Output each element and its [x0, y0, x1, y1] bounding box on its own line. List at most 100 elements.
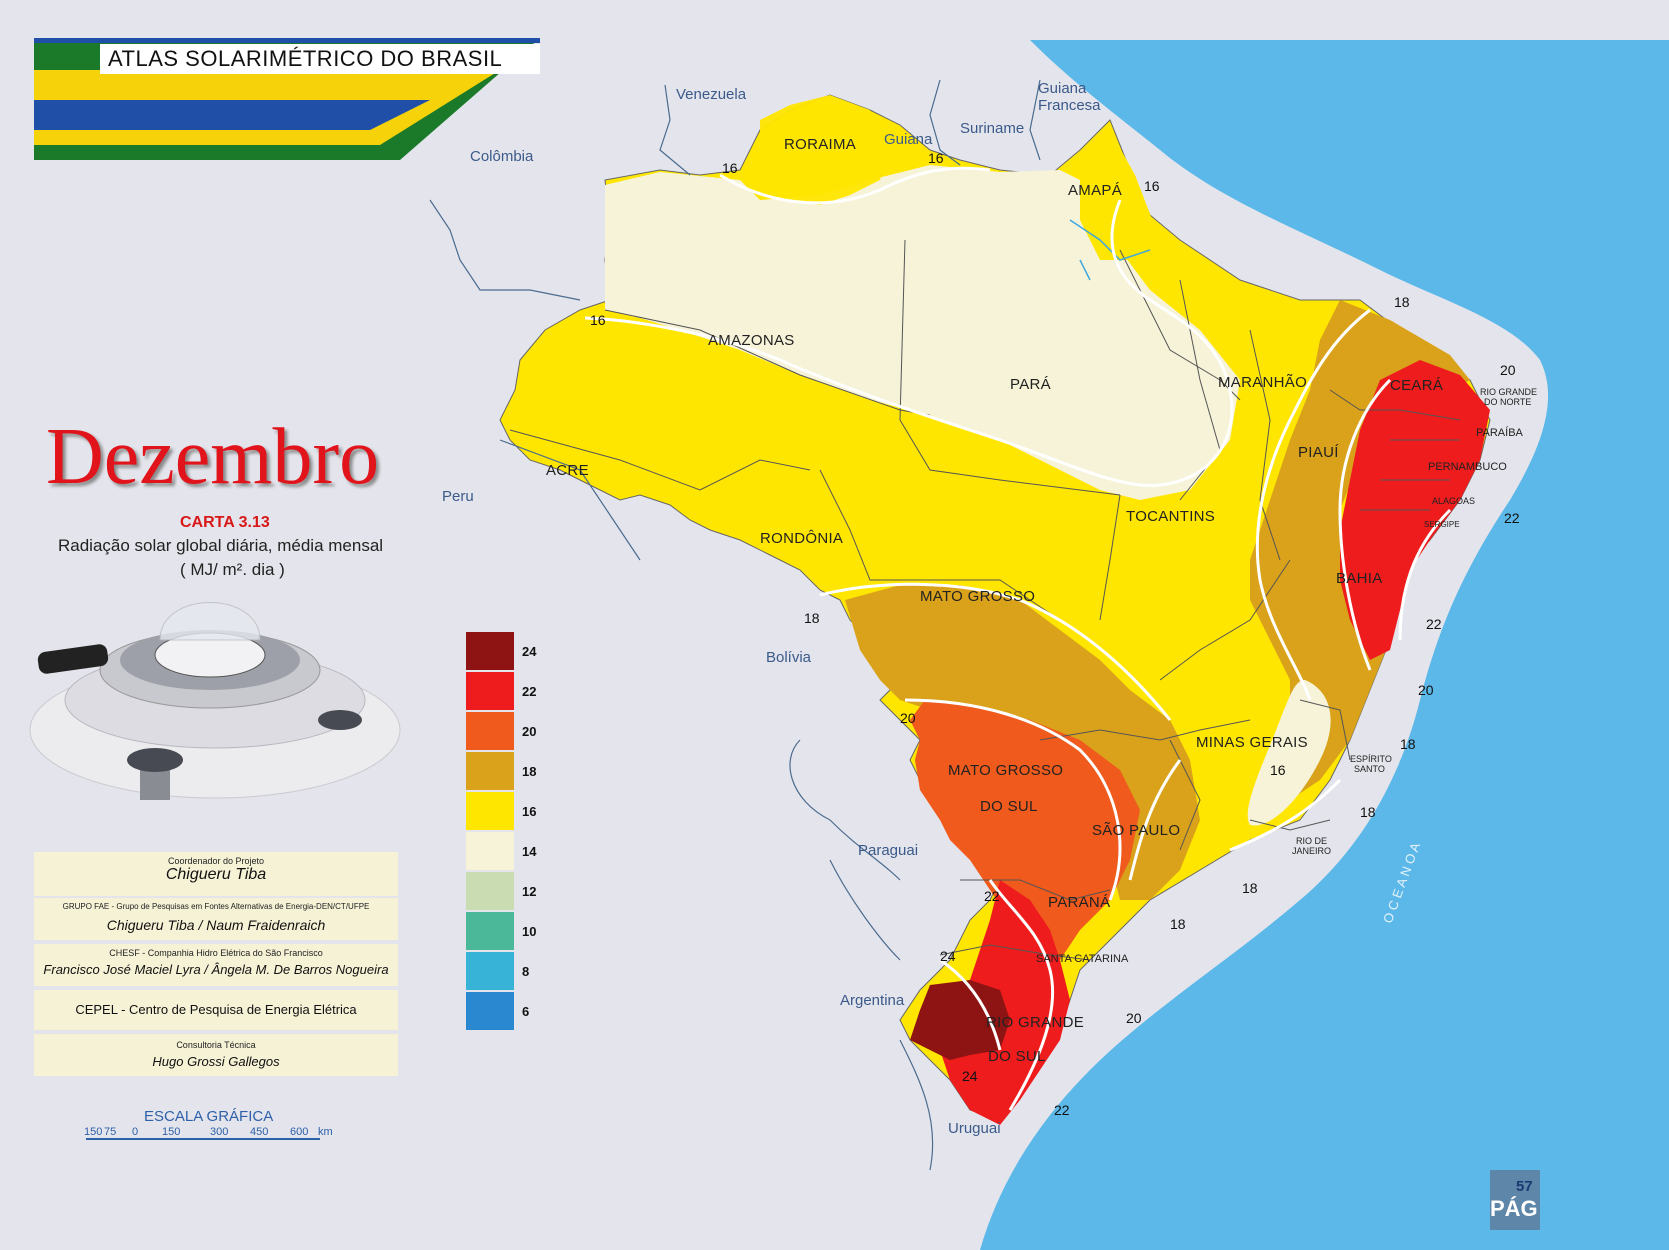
scale-tick-label: 600: [290, 1126, 309, 1138]
credit-fae-names: Chigueru Tiba / Naum Fraidenraich: [106, 917, 326, 933]
isoline-18-sp: [1128, 759, 1182, 881]
credit-coordinator-label: Coordenador do Projeto: [167, 856, 265, 866]
label-paraguai: Paraguai: [858, 842, 919, 859]
legend-swatch: [466, 992, 514, 1030]
zone-16-amapa: [1080, 130, 1160, 260]
legend-swatch: [466, 792, 514, 830]
label-piaui: PIAUÍ: [1298, 444, 1339, 461]
credit-consultant-label: Consultoria Técnica: [176, 1040, 256, 1050]
isoline-18-ne: [1255, 308, 1371, 701]
iso-label: 22: [984, 888, 1000, 904]
header-title-bg: [100, 44, 540, 74]
label-rj-1: RIO DE: [1296, 836, 1328, 846]
label-sergipe: SERGIPE: [1424, 520, 1460, 529]
legend-swatch: [466, 872, 514, 910]
legend-swatch: [466, 912, 514, 950]
scale-tick-label: 150: [162, 1126, 181, 1138]
label-santa-catarina: SANTA CATARINA: [1036, 953, 1129, 965]
legend-swatch: [466, 712, 514, 750]
legend-swatch: [466, 672, 514, 710]
label-colombia: Colômbia: [470, 148, 534, 165]
credit-fae-label: GRUPO FAE - Grupo de Pesquisas em Fontes…: [62, 902, 370, 911]
credit-chesf: CHESF - Companhia Hidro Elétrica do São …: [34, 944, 398, 986]
zone-18-northeast: [1250, 300, 1470, 800]
label-mato-grosso: MATO GROSSO: [920, 588, 1036, 605]
isoline-16-amazon: [584, 199, 1234, 488]
header-title: ATLAS SOLARIMÉTRICO DO BRASIL: [108, 46, 503, 71]
iso-label: 16: [1144, 178, 1160, 194]
scale-tick-label: 150: [84, 1126, 103, 1138]
iso-label: 20: [1500, 362, 1516, 378]
isoline-22-s: [988, 879, 1055, 1111]
isoline-18-cw: [819, 582, 1172, 721]
legend-value: 24: [522, 644, 537, 659]
iso-label: 18: [804, 610, 820, 626]
month-title: Dezembro: [46, 413, 380, 501]
iso-label: 20: [1418, 682, 1434, 698]
scale-bar: [86, 1134, 320, 1140]
chart-code: CARTA 3.13: [180, 514, 270, 531]
label-rn-1: RIO GRANDE: [1480, 387, 1538, 397]
legend-swatch: [466, 952, 514, 990]
label-suriname: Suriname: [960, 120, 1025, 137]
iso-label: 16: [590, 312, 606, 328]
chart-subtitle-line1: Radiação solar global diária, média mens…: [58, 536, 384, 555]
isoline-18-se: [1229, 778, 1342, 852]
label-amazonas: AMAZONAS: [708, 332, 795, 349]
atlantic-ocean: [980, 40, 1669, 1250]
isolines: [584, 166, 1452, 1111]
credit-consultant: Consultoria Técnica Hugo Grossi Gallegos: [34, 1034, 398, 1076]
label-maranhao: MARANHÃO: [1218, 374, 1308, 391]
label-bahia: BAHIA: [1336, 570, 1383, 587]
label-ms-2: DO SUL: [980, 798, 1038, 815]
label-es-1: ESPÍRITO: [1350, 754, 1392, 764]
legend-value: 10: [522, 924, 537, 939]
credit-cepel: CEPEL - Centro de Pesquisa de Energia El…: [34, 990, 398, 1030]
rivers: [1069, 219, 1151, 281]
credit-consultant-name: Hugo Grossi Gallegos: [152, 1054, 280, 1069]
legend-value: 6: [522, 1004, 530, 1019]
iso-label: 16: [928, 150, 944, 166]
iso-label: 22: [1504, 510, 1520, 526]
iso-label: 18: [1242, 880, 1258, 896]
iso-label: 24: [940, 948, 956, 964]
iso-label: 18: [1170, 916, 1186, 932]
credit-chesf-names: Francisco José Maciel Lyra / Ângela M. D…: [43, 962, 389, 977]
credit-coordinator: Coordenador do Projeto Chigueru Tiba: [34, 852, 398, 896]
iso-label: 16: [722, 160, 738, 176]
zone-14-north: [605, 165, 1240, 500]
label-parana: PARANÁ: [1048, 894, 1111, 911]
label-rs-2: DO SUL: [988, 1048, 1046, 1065]
credit-coordinator-name: Chigueru Tiba: [165, 866, 267, 883]
page-number: 57: [1516, 1178, 1533, 1195]
label-es-2: SANTO: [1354, 764, 1385, 774]
label-rn-2: DO NORTE: [1484, 397, 1532, 407]
credit-fae: GRUPO FAE - Grupo de Pesquisas em Fontes…: [34, 898, 398, 940]
legend-value: 20: [522, 724, 537, 739]
iso-label: 18: [1394, 294, 1410, 310]
scale-tick-label: 75: [104, 1126, 117, 1138]
label-tocantins: TOCANTINS: [1126, 508, 1216, 525]
label-guiana-francesa-2: Francesa: [1038, 97, 1101, 114]
legend-value: 12: [522, 884, 537, 899]
credit-cepel-text: CEPEL - Centro de Pesquisa de Energia El…: [75, 1002, 357, 1017]
legend-value: 8: [522, 964, 530, 979]
page-corner-badge: [1490, 1170, 1540, 1230]
label-acre: ACRE: [546, 462, 589, 479]
label-peru: Peru: [442, 488, 474, 505]
color-legend: 24 22 20 18 16 14 12 10 8 6: [466, 632, 556, 1032]
label-rj-2: JANEIRO: [1292, 846, 1332, 856]
isoline-20-cw: [904, 698, 1122, 901]
isoline-24-s: [939, 958, 1002, 1051]
iso-label: 22: [1054, 1102, 1070, 1118]
legend-value: 14: [522, 844, 537, 859]
scale-title: ESCALA GRÁFICA: [144, 1108, 274, 1125]
label-para: PARÁ: [1010, 376, 1051, 393]
zone-14-minas: [1247, 680, 1331, 826]
scale-tick-label: 300: [210, 1126, 229, 1138]
legend-swatch: [466, 632, 514, 670]
page-badge: PÁG: [1490, 1196, 1538, 1221]
solarimeter-illustration: [29, 602, 401, 800]
chart-subtitle-line2: ( MJ/ m². dia ): [180, 560, 285, 579]
